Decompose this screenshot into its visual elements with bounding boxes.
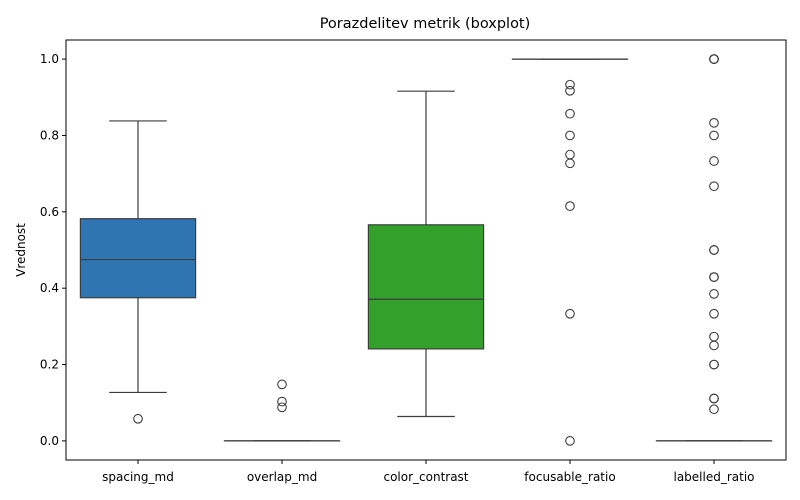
outlier-point (565, 130, 575, 141)
outlier-point (277, 396, 287, 407)
outlier-point (565, 308, 575, 319)
outlier-point (709, 272, 719, 282)
outlier-point (709, 340, 719, 351)
outlier-point (709, 181, 719, 192)
outlier-point (277, 379, 287, 390)
outlier-point (133, 413, 143, 424)
outlier-point (709, 393, 719, 404)
outlier-point (709, 130, 719, 141)
outlier-point (565, 79, 575, 90)
outlier-point (709, 359, 719, 370)
outlier-point (709, 156, 719, 166)
y-tick-label: 0.6 (40, 205, 59, 219)
outlier-point (565, 85, 575, 96)
outlier-point (565, 158, 575, 169)
x-tick-label: color_contrast (383, 470, 468, 484)
outlier-point (565, 108, 575, 119)
outlier-point (277, 402, 287, 413)
outlier-point (709, 331, 719, 342)
y-tick-label: 1.0 (40, 52, 59, 66)
outlier-point (565, 201, 575, 211)
y-tick-label: 0.4 (40, 281, 59, 295)
box (79, 218, 197, 299)
outlier-point (709, 54, 719, 64)
y-tick-label: 0.2 (40, 358, 59, 372)
chart-title: Porazdelitev metrik (boxplot) (320, 16, 531, 32)
x-tick-label: focusable_ratio (524, 470, 615, 484)
outlier-point (709, 308, 719, 319)
outlier-point (709, 404, 719, 415)
plot-area: 0.0 0.2 0.4 0.6 0.8 1.0 spacing_md overlap_md co… (40, 52, 773, 484)
outlier-point (709, 118, 719, 128)
outlier-point (709, 289, 719, 299)
y-tick-label: 0.8 (40, 128, 59, 142)
outlier-point (565, 149, 575, 160)
axes-frame (65, 39, 787, 461)
x-tick-label: overlap_md (247, 470, 317, 484)
x-tick-label: labelled_ratio (673, 470, 754, 484)
x-tick-label: spacing_md (102, 470, 174, 484)
outlier-point (709, 245, 719, 255)
outlier-point (565, 436, 575, 446)
box (367, 224, 485, 350)
y-axis-label: Vrednost (14, 223, 28, 277)
y-tick-label: 0.0 (40, 434, 59, 448)
